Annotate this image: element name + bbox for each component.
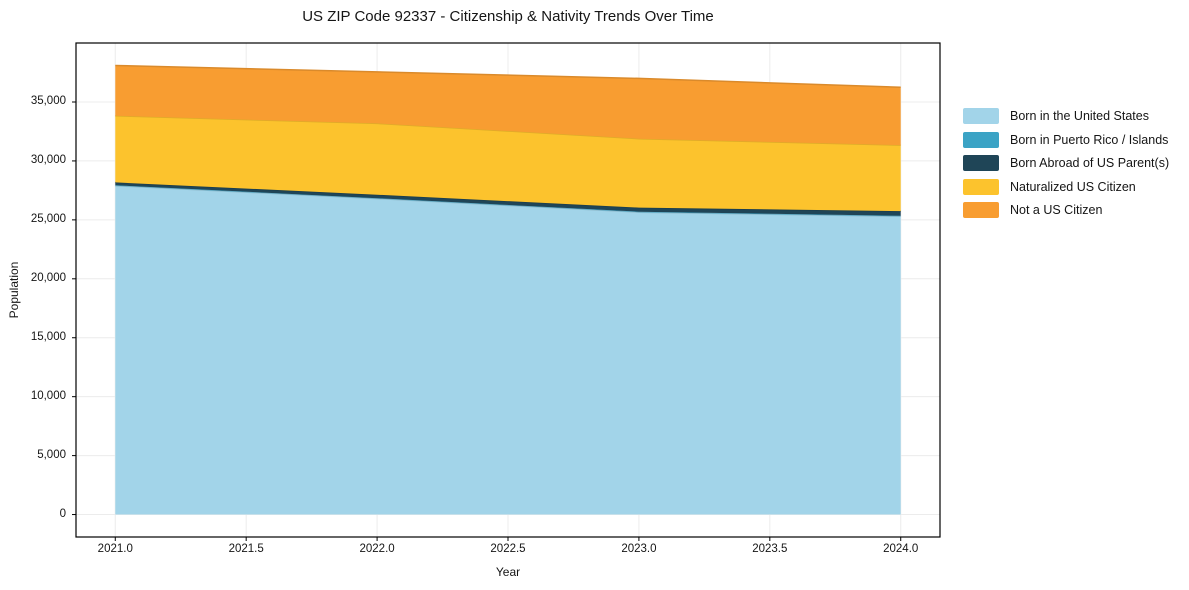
y-tick-label: 0: [59, 507, 66, 520]
legend-label: Born Abroad of US Parent(s): [1010, 156, 1170, 170]
x-tick-label: 2022.5: [490, 543, 526, 555]
legend-label: Born in Puerto Rico / Islands: [1010, 132, 1169, 147]
x-tick-label: 2022.0: [359, 543, 395, 555]
area-top-edge: [115, 64, 901, 89]
y-tick-label: 15,000: [30, 330, 66, 343]
y-tick-label: 10,000: [30, 389, 66, 402]
y-tick-label: 20,000: [30, 271, 66, 284]
legend-label: Not a US Citizen: [1010, 203, 1103, 217]
y-tick-label: 30,000: [30, 153, 66, 166]
x-tick-label: 2021.0: [97, 543, 133, 555]
y-axis-label: Population: [7, 261, 21, 319]
x-tick-label: 2023.0: [621, 543, 657, 555]
legend-swatch-icon: [963, 131, 999, 148]
legend-swatch-icon: [963, 155, 999, 171]
x-tick-label: 2024.0: [883, 543, 919, 555]
x-tick-label: 2023.5: [752, 543, 788, 555]
y-tick-label: 5,000: [37, 448, 66, 461]
area-series: [115, 182, 901, 216]
legend-item: Born in Puerto Rico / Islands: [963, 131, 1169, 148]
area-series: [115, 115, 901, 212]
legend-swatch-icon: [963, 108, 999, 124]
legend-item: Born in the United States: [963, 108, 1169, 124]
x-axis-label: Year: [495, 565, 521, 579]
legend-label: Naturalized US Citizen: [1010, 179, 1136, 194]
x-tick-label: 2021.5: [228, 543, 264, 555]
legend-item: Born Abroad of US Parent(s): [963, 155, 1169, 171]
legend-label: Born in the United States: [1010, 109, 1149, 123]
legend-swatch-icon: [963, 202, 999, 218]
legend-item: Naturalized US Citizen: [963, 178, 1169, 195]
legend: Born in the United States Born in Puerto …: [963, 108, 1170, 218]
legend-swatch-icon: [963, 178, 999, 195]
chart-title: US ZIP Code 92337 - Citizenship & Nativi…: [302, 8, 714, 25]
area-series: [115, 185, 901, 515]
y-tick-label: 35,000: [30, 94, 66, 107]
legend-item: Not a US Citizen: [963, 202, 1169, 218]
area-series: [115, 65, 901, 146]
y-tick-label: 25,000: [30, 212, 66, 225]
